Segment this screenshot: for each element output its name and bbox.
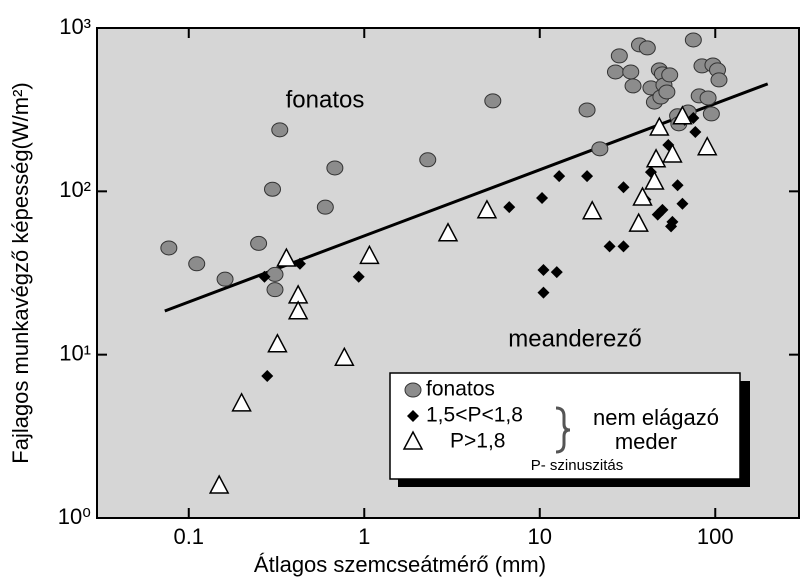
x-tick-label: 10 [528, 524, 552, 549]
x-tick-label: 1 [358, 524, 370, 549]
y-tick-label: 10² [59, 177, 91, 202]
point [503, 201, 516, 214]
point [610, 48, 628, 64]
point [359, 244, 380, 265]
point [231, 392, 252, 412]
point [628, 212, 649, 232]
legend-marker [404, 382, 422, 398]
point [649, 116, 670, 136]
point [536, 192, 549, 205]
point [661, 67, 679, 83]
legend-marker [402, 430, 424, 450]
point [632, 186, 653, 206]
legend-note: nem elágazó [593, 405, 719, 430]
point [662, 143, 683, 163]
legend-marker [407, 410, 419, 422]
point [271, 122, 289, 138]
point [484, 93, 502, 109]
point [638, 40, 656, 56]
x-tick-label: 0.1 [173, 524, 204, 549]
point [624, 78, 642, 94]
point [216, 271, 234, 287]
x-tick-label: 100 [697, 524, 734, 549]
point [437, 222, 459, 242]
point [267, 333, 288, 353]
point [419, 152, 437, 168]
point [276, 247, 297, 267]
point [658, 84, 676, 100]
legend-label: P>1,8 [450, 430, 505, 453]
point [676, 197, 689, 210]
point [550, 266, 563, 279]
point [537, 263, 550, 276]
legend-note: P- szinuszitás [531, 457, 624, 474]
point [581, 170, 594, 183]
legend-brace [555, 406, 571, 454]
point [537, 286, 550, 299]
point [258, 270, 271, 283]
point [578, 102, 596, 118]
point [266, 282, 284, 298]
point [266, 266, 284, 282]
point [645, 148, 667, 168]
point [702, 106, 720, 122]
point [581, 200, 603, 220]
point [261, 370, 274, 383]
point [188, 256, 206, 272]
point [352, 270, 365, 283]
point [696, 136, 718, 156]
legend-label: fonatos [426, 378, 495, 401]
point [617, 240, 630, 253]
annotation: fonatos [286, 86, 365, 113]
point [476, 199, 498, 219]
legend-note: meder [615, 429, 677, 454]
point [316, 199, 334, 215]
point [326, 160, 344, 176]
y-tick-label: 10⁰ [58, 504, 91, 529]
point [666, 215, 679, 228]
annotation: meanderező [508, 325, 641, 352]
point [160, 240, 178, 256]
point [208, 474, 230, 494]
point [644, 170, 665, 190]
point [656, 203, 669, 216]
point [293, 257, 306, 270]
point [591, 141, 609, 157]
point [671, 179, 684, 192]
point [287, 300, 309, 320]
point [264, 181, 281, 197]
point [684, 32, 702, 48]
point [250, 235, 268, 251]
y-tick-label: 10³ [59, 14, 91, 39]
point [622, 64, 640, 80]
x-axis-label: Átlagos szemcseátmérő (mm) [254, 552, 546, 577]
point [689, 125, 702, 138]
point [553, 170, 566, 183]
legend-label: 1,5<P<1,8 [426, 404, 523, 427]
point [710, 72, 728, 88]
point [672, 105, 693, 125]
point [699, 90, 717, 106]
point [617, 181, 630, 194]
y-axis-label: Fajlagos munkavégző képesség(W/m²) [8, 82, 33, 463]
y-tick-label: 10¹ [59, 340, 91, 365]
point [334, 346, 355, 367]
point [606, 64, 624, 80]
point [603, 240, 616, 253]
marks [160, 32, 769, 494]
